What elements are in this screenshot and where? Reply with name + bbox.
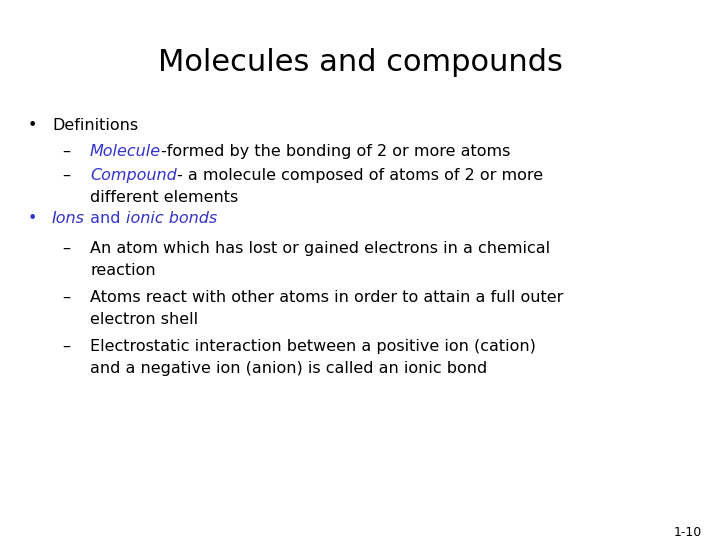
Text: •: • (28, 211, 37, 226)
Text: ionic bonds: ionic bonds (125, 211, 217, 226)
Text: Molecules and compounds: Molecules and compounds (158, 48, 562, 77)
Text: –: – (62, 290, 70, 305)
Text: Electrostatic interaction between a positive ion (cation): Electrostatic interaction between a posi… (90, 339, 536, 354)
Text: 1-10: 1-10 (674, 526, 702, 539)
Text: –: – (62, 241, 70, 256)
Text: and a negative ion (anion) is called an ionic bond: and a negative ion (anion) is called an … (90, 361, 487, 376)
Text: An atom which has lost or gained electrons in a chemical: An atom which has lost or gained electro… (90, 241, 550, 256)
Text: reaction: reaction (90, 263, 156, 278)
Text: different elements: different elements (90, 190, 238, 205)
Text: -formed by the bonding of 2 or more atoms: -formed by the bonding of 2 or more atom… (161, 144, 510, 159)
Text: –: – (62, 168, 70, 183)
Text: •: • (28, 118, 37, 133)
Text: Ions: Ions (52, 211, 85, 226)
Text: Atoms react with other atoms in order to attain a full outer: Atoms react with other atoms in order to… (90, 290, 563, 305)
Text: and: and (85, 211, 125, 226)
Text: Molecule: Molecule (90, 144, 161, 159)
Text: Definitions: Definitions (52, 118, 138, 133)
Text: electron shell: electron shell (90, 312, 198, 327)
Text: –: – (62, 339, 70, 354)
Text: Compound: Compound (90, 168, 176, 183)
Text: - a molecule composed of atoms of 2 or more: - a molecule composed of atoms of 2 or m… (176, 168, 543, 183)
Text: –: – (62, 144, 70, 159)
